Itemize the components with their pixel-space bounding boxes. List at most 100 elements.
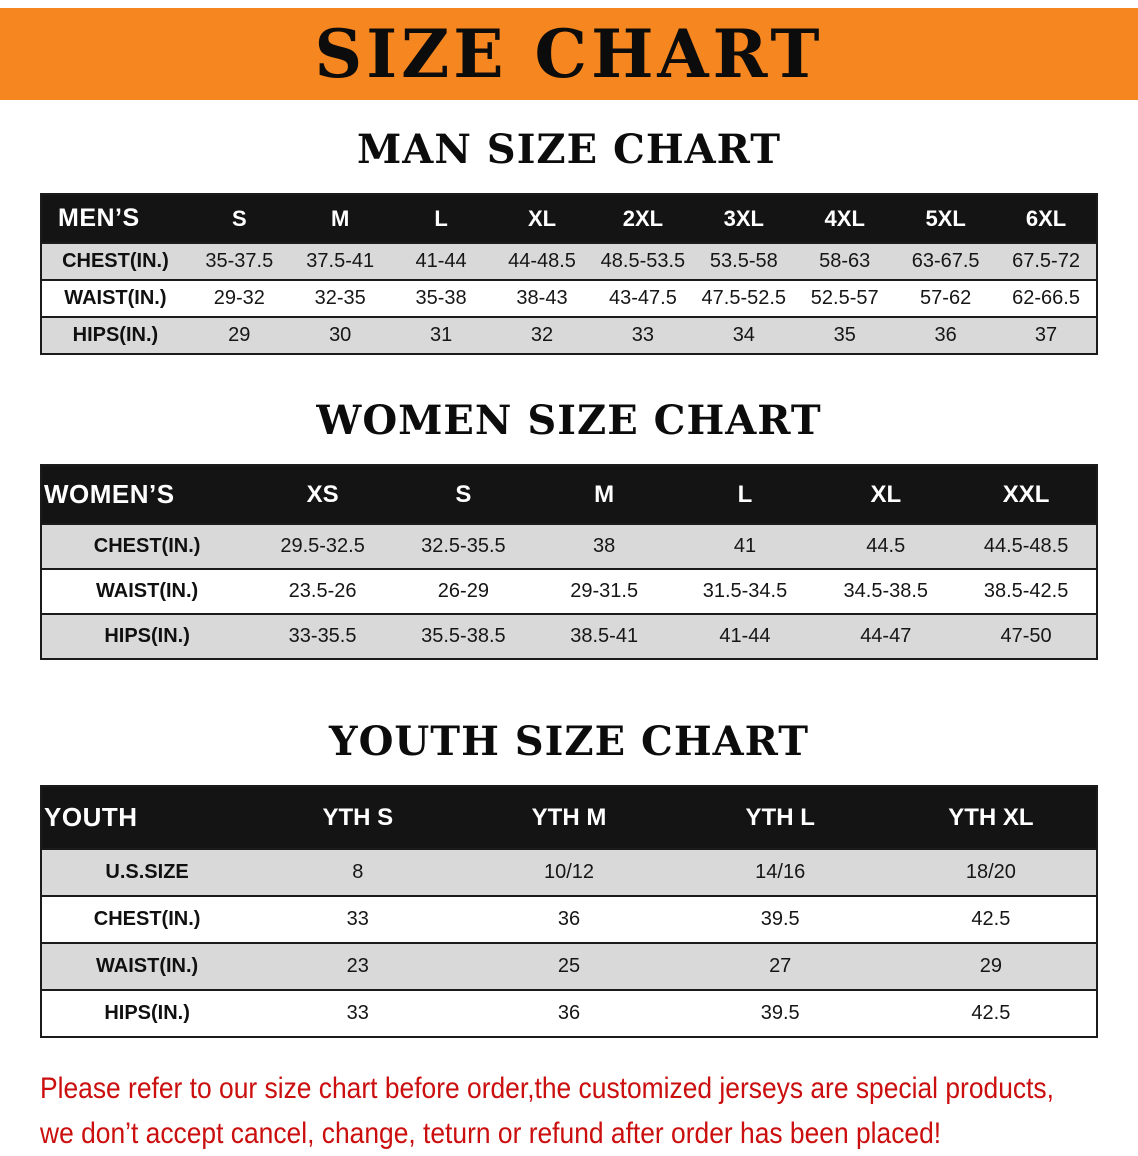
measurement-value: 63-67.5 xyxy=(911,250,980,272)
table-corner-label: WOMEN’S xyxy=(44,479,175,509)
size-column-header: XL xyxy=(527,205,557,231)
youth-size-table: YOUTH YTH S YTH M YTH L YTH XL U.S.SIZE 8 10/12… xyxy=(40,785,1098,1038)
table-corner-label: MEN’S xyxy=(58,204,140,232)
size-chart-banner: SIZE CHART xyxy=(0,8,1138,100)
measurement-value: 67.5-72 xyxy=(1012,250,1080,272)
measurement-value: 47.5-52.5 xyxy=(701,287,787,309)
measurement-value: 38-43 xyxy=(516,287,568,309)
measurement-value: 10/12 xyxy=(543,861,595,883)
measurement-value: 48.5-53.5 xyxy=(600,250,686,272)
size-column-header: YTH M xyxy=(531,803,607,831)
measurement-value: 25 xyxy=(557,955,581,977)
measurement-value: 41-44 xyxy=(415,250,467,272)
measurement-value: 36 xyxy=(557,1002,581,1024)
men-size-chart-section: MAN SIZE CHART MEN’S S M L XL 2XL 3XL 4XL 5XL 6XL… xyxy=(0,126,1138,355)
measurement-row: CHEST(IN.) 29.5-32.5 32.5-35.5 38 41 44.5 44.5… xyxy=(41,524,1097,569)
measurement-value: 62-66.5 xyxy=(1012,287,1080,309)
measurement-row: CHEST(IN.) 35-37.5 37.5-41 41-44 44-48.5 48.5… xyxy=(41,243,1097,280)
size-column-header: S xyxy=(455,480,472,508)
size-column-header: YTH L xyxy=(745,803,815,831)
size-column-header: 6XL xyxy=(1025,205,1067,231)
measurement-value: 37 xyxy=(1034,324,1058,346)
table-header-row: WOMEN’S XS S M L XL XXL xyxy=(41,465,1097,524)
size-column-header: L xyxy=(434,205,448,231)
measurement-value: 23 xyxy=(346,955,369,977)
size-column-header: S xyxy=(231,205,247,231)
size-column-header: 2XL xyxy=(622,205,664,231)
measurement-value: 32.5-35.5 xyxy=(421,535,506,557)
measurement-value: 29.5-32.5 xyxy=(280,535,365,557)
measurement-value: 53.5-58 xyxy=(709,250,778,272)
measurement-label: WAIST(IN.) xyxy=(95,955,199,977)
measurement-value: 41-44 xyxy=(719,625,771,647)
measurement-value: 33 xyxy=(346,1002,369,1024)
measurement-label: CHEST(IN.) xyxy=(93,535,201,557)
measurement-value: 32 xyxy=(530,324,554,346)
disclaimer: Please refer to our size chart before or… xyxy=(40,1066,1138,1156)
measurement-value: 58-63 xyxy=(819,250,871,272)
measurement-value: 31 xyxy=(429,324,453,346)
measurement-value: 31.5-34.5 xyxy=(702,580,788,602)
size-column-header: XL xyxy=(870,480,902,508)
measurement-value: 29-32 xyxy=(213,287,265,309)
measurement-value: 33 xyxy=(346,908,369,930)
table-header-row: MEN’S S M L XL 2XL 3XL 4XL 5XL 6XL xyxy=(41,194,1097,243)
measurement-value: 27 xyxy=(769,955,792,977)
men-section-heading: MAN SIZE CHART xyxy=(357,126,781,173)
size-column-header: M xyxy=(594,480,615,508)
size-column-header: YTH S xyxy=(322,803,394,831)
size-column-header: 5XL xyxy=(925,205,966,231)
measurement-value: 33 xyxy=(631,324,655,346)
measurement-value: 30 xyxy=(329,324,352,346)
measurement-value: 33-35.5 xyxy=(288,625,357,647)
size-column-header: XS xyxy=(306,480,339,508)
measurement-label: HIPS(IN.) xyxy=(104,625,190,647)
size-column-header: 3XL xyxy=(723,205,764,231)
measurement-value: 29-31.5 xyxy=(570,580,639,602)
measurement-row: WAIST(IN.) 23 25 27 29 xyxy=(41,943,1097,990)
measurement-row: U.S.SIZE 8 10/12 14/16 18/20 xyxy=(41,849,1097,896)
measurement-label: U.S.SIZE xyxy=(105,861,189,883)
measurement-row: WAIST(IN.) 23.5-26 26-29 29-31.5 31.5-34.5 34… xyxy=(41,569,1097,614)
measurement-value: 8 xyxy=(352,861,364,883)
measurement-value: 14/16 xyxy=(755,861,806,883)
measurement-value: 44.5-48.5 xyxy=(983,535,1069,557)
size-column-header: M xyxy=(331,205,350,231)
measurement-value: 34.5-38.5 xyxy=(843,580,929,602)
measurement-value: 37.5-41 xyxy=(306,250,375,272)
table-header-row: YOUTH YTH S YTH M YTH L YTH XL xyxy=(41,786,1097,849)
measurement-value: 52.5-57 xyxy=(810,287,879,309)
disclaimer-line-1: Please refer to our size chart before or… xyxy=(40,1072,1054,1105)
disclaimer-line-2: we don’t accept cancel, change, teturn o… xyxy=(40,1117,942,1150)
measurement-value: 41 xyxy=(733,535,757,557)
measurement-value: 23.5-26 xyxy=(288,580,357,602)
size-column-header: YTH XL xyxy=(948,803,1034,831)
measurement-value: 18/20 xyxy=(965,861,1016,883)
page-title: SIZE CHART xyxy=(314,15,824,93)
measurement-value: 32-35 xyxy=(314,287,366,309)
size-column-header: 4XL xyxy=(824,205,865,231)
measurement-row: HIPS(IN.) 29 30 31 32 33 34 35 36 37 xyxy=(41,317,1097,354)
measurement-label: CHEST(IN.) xyxy=(62,250,169,272)
measurement-value: 38.5-41 xyxy=(570,625,639,647)
measurement-value: 36 xyxy=(934,324,957,346)
measurement-value: 44-48.5 xyxy=(508,250,576,272)
measurement-value: 43-47.5 xyxy=(608,287,677,309)
measurement-label: HIPS(IN.) xyxy=(72,324,159,346)
women-size-table: WOMEN’S XS S M L XL XXL CHEST(IN.) 29.5-32.5 32.5… xyxy=(40,464,1098,660)
size-column-header: XXL xyxy=(1002,480,1050,508)
measurement-value: 44.5 xyxy=(866,535,906,557)
measurement-label: HIPS(IN.) xyxy=(104,1002,190,1024)
measurement-row: WAIST(IN.) 29-32 32-35 35-38 38-43 43-47.5 47.… xyxy=(41,280,1097,317)
measurement-value: 42.5 xyxy=(971,1002,1011,1024)
measurement-value: 42.5 xyxy=(971,908,1011,930)
measurement-value: 47-50 xyxy=(1000,625,1052,647)
women-section-heading: WOMEN SIZE CHART xyxy=(316,397,822,444)
measurement-value: 38.5-42.5 xyxy=(983,580,1069,602)
measurement-value: 38 xyxy=(593,535,616,557)
measurement-row: HIPS(IN.) 33-35.5 35.5-38.5 38.5-41 41-44 44-… xyxy=(41,614,1097,659)
measurement-value: 26-29 xyxy=(437,580,489,602)
youth-size-chart-section: YOUTH SIZE CHART YOUTH YTH S YTH M YTH L YTH… xyxy=(0,718,1138,1038)
measurement-row: CHEST(IN.) 33 36 39.5 42.5 xyxy=(41,896,1097,943)
measurement-row: HIPS(IN.) 33 36 39.5 42.5 xyxy=(41,990,1097,1037)
